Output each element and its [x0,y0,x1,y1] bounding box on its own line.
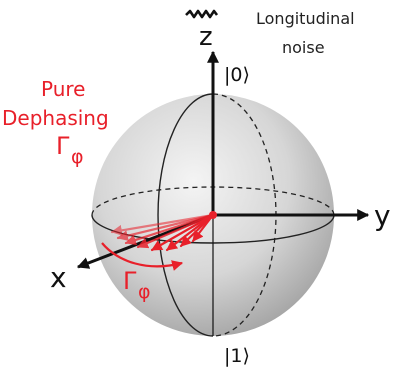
gamma-phi-symbol-bottom: Γ φ [123,267,151,303]
phi-subscript: φ [71,146,84,168]
dephasing-vector [165,213,215,252]
dephasing-vector [150,213,215,252]
meridian-front [157,93,214,337]
dephasing-rotation-arrow [101,242,184,271]
origin-dot [209,211,217,219]
z-axis-label: z [199,22,213,52]
ket-zero-label: |0⟩ [224,64,250,86]
dephasing-vector [116,213,215,242]
phi-subscript: φ [138,281,151,303]
dephasing-vector [136,213,215,249]
pure-dephasing-label-line1: Pure [41,77,85,101]
ket-one-label: |1⟩ [224,345,250,367]
longitudinal-noise-label-line1: Longitudinal [256,9,355,28]
dephasing-vector [191,213,215,243]
pure-dephasing-label-line2: Dephasing [2,106,109,130]
gamma-symbol: Γ [123,267,137,295]
longitudinal-noise-label-line2: noise [282,38,325,57]
dephasing-vectors [110,213,215,252]
gamma-phi-symbol-top: Γ φ [56,132,84,168]
dephasing-vector [110,213,215,236]
gamma-symbol: Γ [56,132,70,160]
squiggle-noise-icon [185,9,219,19]
y-axis-label: y [374,199,391,232]
x-axis-label: x [50,261,67,294]
